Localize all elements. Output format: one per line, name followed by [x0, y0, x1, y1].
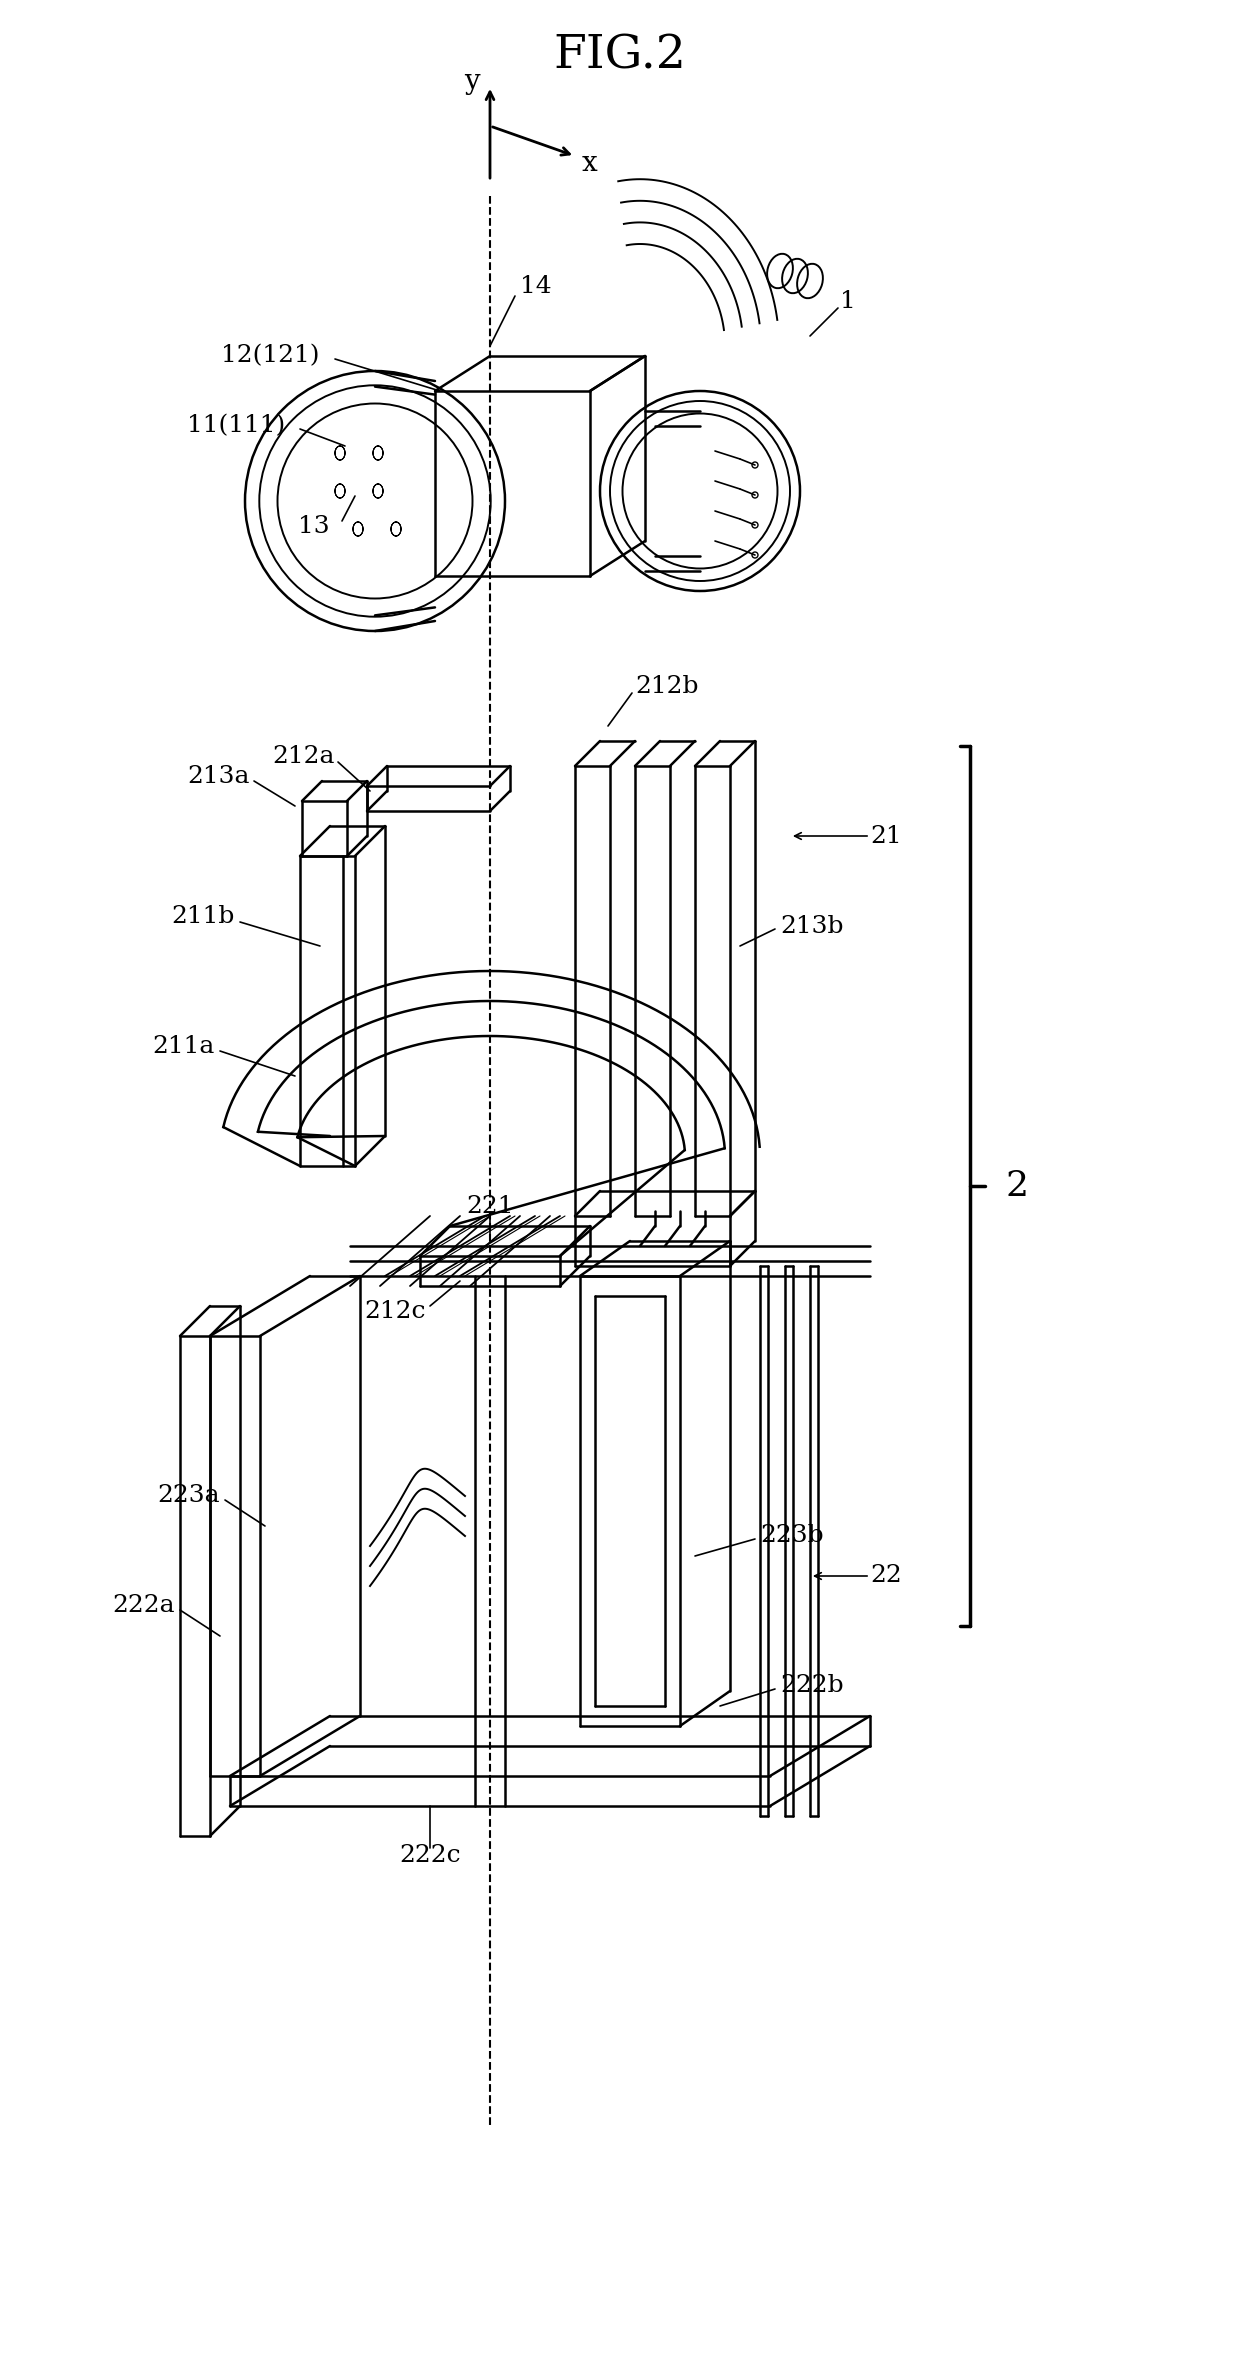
Text: x: x: [582, 149, 598, 177]
Text: 12(121): 12(121): [222, 345, 320, 367]
Ellipse shape: [751, 551, 758, 558]
Text: 11(111): 11(111): [187, 414, 285, 438]
Text: 212b: 212b: [635, 674, 698, 698]
Text: 2: 2: [1004, 1169, 1028, 1202]
Text: y: y: [464, 69, 480, 95]
Text: 213a: 213a: [187, 764, 250, 788]
Text: 213b: 213b: [780, 916, 843, 937]
Text: 211a: 211a: [153, 1034, 215, 1058]
Text: 13: 13: [299, 513, 330, 537]
Text: 221: 221: [466, 1195, 513, 1218]
Text: 222b: 222b: [780, 1675, 843, 1696]
Text: FIG.2: FIG.2: [553, 33, 687, 78]
Text: 223b: 223b: [760, 1524, 823, 1547]
Text: 212a: 212a: [273, 745, 335, 767]
Ellipse shape: [751, 523, 758, 528]
Text: 222a: 222a: [113, 1595, 175, 1618]
Text: 223a: 223a: [157, 1483, 219, 1507]
Ellipse shape: [751, 461, 758, 468]
Text: 22: 22: [870, 1564, 901, 1588]
Ellipse shape: [751, 492, 758, 497]
Text: 21: 21: [870, 823, 901, 847]
Text: 14: 14: [520, 274, 552, 298]
Text: 222c: 222c: [399, 1845, 461, 1867]
Text: 1: 1: [839, 289, 856, 312]
Text: 212c: 212c: [365, 1299, 425, 1323]
Text: 211b: 211b: [171, 904, 236, 927]
